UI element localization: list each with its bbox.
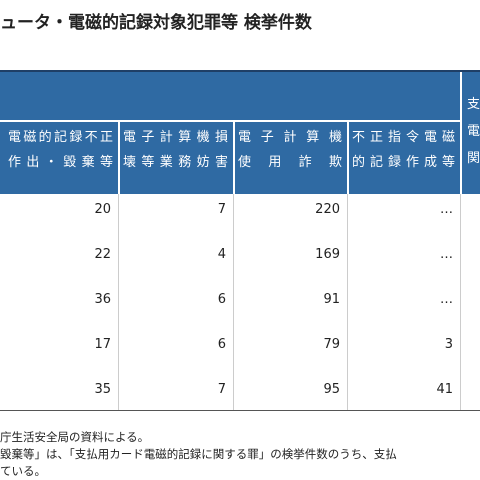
column-header: 電子計算機損 xyxy=(123,130,228,145)
table-cell: … xyxy=(440,247,453,262)
table-cell: 41 xyxy=(436,382,453,397)
table-cell: 6 xyxy=(217,337,226,352)
table-cell: 79 xyxy=(323,337,340,352)
table-cell: 17 xyxy=(94,337,111,352)
table-cell: 20 xyxy=(94,202,111,217)
footnote: 庁生活安全局の資料による。 xyxy=(0,430,150,444)
cell-separator xyxy=(460,194,461,410)
title: ュータ・電磁的記録対象犯罪等 検挙件数 xyxy=(0,13,312,33)
footnote: 毀棄等」は、「支払用カード電磁的記録に関する罪」の検挙件数のうち、支払 xyxy=(0,447,397,461)
table-cell: 36 xyxy=(94,292,111,307)
column-header: 壊等業務妨害 xyxy=(123,155,228,170)
table-bottom-rule xyxy=(0,410,480,411)
table-cell: 22 xyxy=(94,247,111,262)
header-separator xyxy=(347,122,349,194)
table-cell: 169 xyxy=(315,247,340,262)
column-header: 支 xyxy=(467,97,480,112)
cell-separator xyxy=(347,194,348,410)
table-cell: … xyxy=(440,202,453,217)
table-top-rule xyxy=(0,70,480,72)
header-separator xyxy=(460,72,462,194)
table-cell: 3 xyxy=(444,337,453,352)
column-header: 的記録作成等 xyxy=(352,155,455,170)
column-header: 電 xyxy=(467,124,480,139)
column-header: 使用詐欺 xyxy=(238,155,342,170)
table-cell: 7 xyxy=(217,202,226,217)
column-header: 関 xyxy=(467,151,480,166)
table-cell: 6 xyxy=(217,292,226,307)
cell-separator xyxy=(118,194,119,410)
cell-separator xyxy=(233,194,234,410)
header-band xyxy=(0,72,480,194)
header-separator xyxy=(233,122,235,194)
footnote: ている。 xyxy=(0,464,46,478)
header-separator xyxy=(118,122,120,194)
column-header: 作出・毀棄等 xyxy=(8,155,113,170)
table-cell: 4 xyxy=(217,247,226,262)
table-cell: … xyxy=(440,292,453,307)
table-cell: 7 xyxy=(217,382,226,397)
column-header: 電磁的記録不正 xyxy=(8,130,113,145)
table-cell: 91 xyxy=(323,292,340,307)
table-cell: 220 xyxy=(315,202,340,217)
header-divider xyxy=(0,120,460,122)
table-cell: 35 xyxy=(94,382,111,397)
column-header: 不正指令電磁 xyxy=(352,130,455,145)
column-header: 電子計算機 xyxy=(238,130,342,145)
table-cell: 95 xyxy=(323,382,340,397)
